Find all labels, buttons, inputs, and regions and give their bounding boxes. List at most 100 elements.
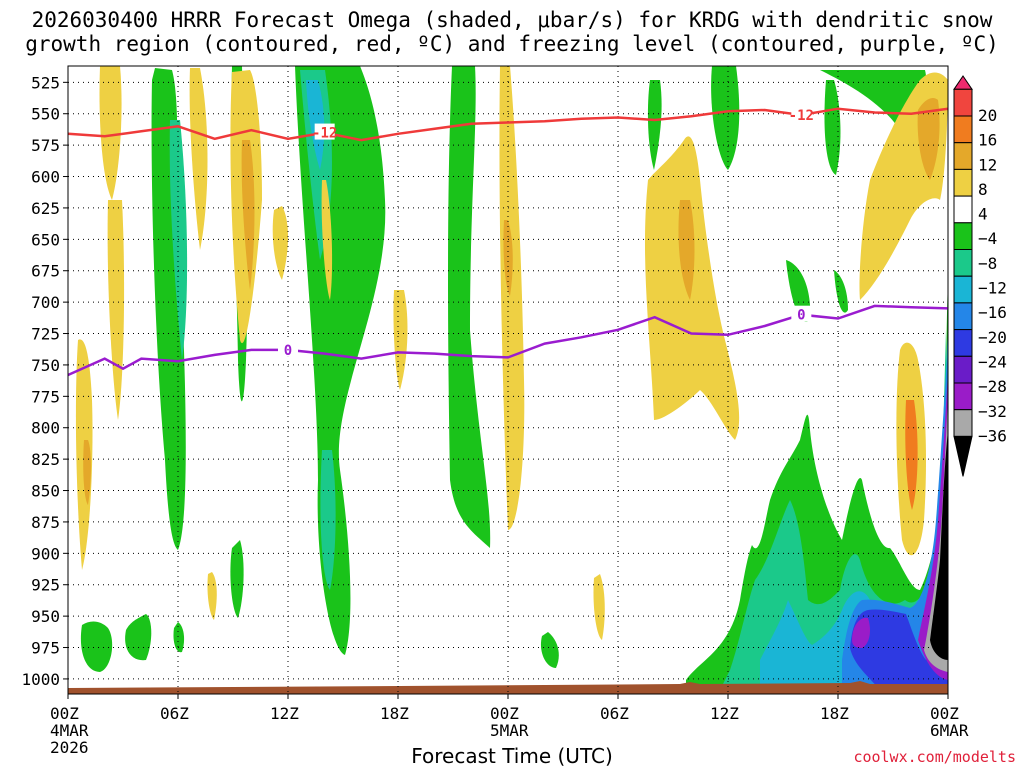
colorbar-label: −20 bbox=[978, 328, 1007, 347]
omega-sinking-column bbox=[207, 572, 217, 620]
x-tick-label: 00Z bbox=[930, 704, 959, 723]
colorbar-swatch bbox=[953, 142, 973, 170]
y-tick-label: 600 bbox=[31, 168, 60, 187]
x-tick-label: 12Z bbox=[710, 704, 739, 723]
colorbar-swatch bbox=[953, 168, 973, 197]
colorbar-swatch bbox=[953, 382, 973, 411]
colorbar-swatch bbox=[953, 302, 973, 331]
y-tick-label: 525 bbox=[31, 73, 60, 92]
colorbar-label: 20 bbox=[978, 106, 997, 125]
omega-sinking-column bbox=[83, 440, 91, 505]
y-tick-label: 950 bbox=[31, 607, 60, 626]
omega-sinking-column bbox=[678, 200, 695, 300]
colorbar-swatch bbox=[953, 195, 973, 224]
colorbar-label: −16 bbox=[978, 303, 1007, 322]
colorbar-label: 4 bbox=[978, 205, 988, 224]
omega-colorbar: 20 16 12 8 4 −4 −8 −12 −16 −20 −24 −28 −32 −36 bbox=[953, 75, 1007, 477]
omega-upward-region bbox=[686, 280, 948, 690]
contour-label-bg bbox=[791, 105, 812, 122]
omega-upward-blob bbox=[173, 622, 185, 653]
y-tick-label: 800 bbox=[31, 419, 60, 438]
omega-upward-column bbox=[711, 66, 740, 170]
y-tick-label: 900 bbox=[31, 544, 60, 563]
contour-label-bg bbox=[278, 340, 298, 357]
omega-sinking-column bbox=[99, 66, 122, 200]
y-tick-label: 700 bbox=[31, 293, 60, 312]
y-tick-label: 650 bbox=[31, 230, 60, 249]
y-tick-label: 625 bbox=[31, 199, 60, 218]
omega-sinking-column bbox=[107, 200, 125, 420]
surface-terrain bbox=[68, 681, 948, 694]
y-tick-label: 850 bbox=[31, 482, 60, 501]
omega-sinking-column bbox=[241, 140, 255, 290]
grid-lines bbox=[68, 66, 948, 694]
omega-upward-blob bbox=[125, 614, 152, 661]
y-tick-label: 1000 bbox=[21, 670, 60, 689]
y-tick-label: 750 bbox=[31, 356, 60, 375]
omega-upward-region bbox=[720, 330, 948, 690]
pressure-axis: 525 550 575 600 625 650 675 700 725 750 775 800 825 8… bbox=[21, 73, 68, 689]
omega-sinking-column bbox=[503, 220, 513, 296]
colorbar-label: −32 bbox=[978, 402, 1007, 421]
colorbar-label: −8 bbox=[978, 254, 997, 273]
colorbar-label: −12 bbox=[978, 279, 1007, 298]
contour-label: 0 bbox=[797, 308, 805, 324]
colorbar-swatch bbox=[953, 88, 973, 117]
omega-upward-blob bbox=[540, 632, 559, 668]
omega-upward-column bbox=[448, 66, 491, 548]
chart-title-line2: growth region (contoured, red, ºC) and f… bbox=[25, 32, 999, 56]
omega-upward-blob bbox=[80, 621, 113, 672]
contour-lines: -12 -12 0 0 bbox=[67, 105, 949, 377]
omega-shading bbox=[68, 66, 948, 694]
colorbar-label: 8 bbox=[978, 180, 988, 199]
x-tick-label: 12Z bbox=[270, 704, 299, 723]
contour-label: -12 bbox=[789, 108, 814, 124]
credit-text: coolwx.com/modelts bbox=[853, 748, 1016, 766]
omega-sinking-column bbox=[499, 66, 525, 530]
omega-sinking-column bbox=[393, 290, 408, 390]
colorbar-swatch bbox=[953, 249, 973, 277]
colorbar-label: −24 bbox=[978, 352, 1007, 371]
colorbar-swatch bbox=[953, 275, 973, 304]
contour-label-bg bbox=[314, 123, 335, 140]
omega-upward-core bbox=[930, 430, 948, 660]
omega-upward-column bbox=[320, 450, 336, 590]
x-tick-date: 6MAR bbox=[930, 721, 969, 740]
x-axis-label: Forecast Time (UTC) bbox=[411, 744, 613, 768]
x-tick-date: 5MAR bbox=[490, 721, 529, 740]
omega-upward-column bbox=[834, 270, 848, 313]
y-tick-label: 975 bbox=[31, 639, 60, 658]
colorbar-swatch bbox=[953, 409, 973, 437]
chart-title: 2026030400 HRRR Forecast Omega (shaded, … bbox=[0, 8, 1024, 56]
omega-upward-column bbox=[169, 120, 188, 360]
omega-sinking-column bbox=[917, 98, 940, 180]
x-tick-label: 06Z bbox=[160, 704, 189, 723]
x-tick-label: 00Z bbox=[490, 704, 519, 723]
omega-sinking-column bbox=[593, 574, 605, 640]
x-tick-label: 06Z bbox=[600, 704, 629, 723]
omega-sinking-column bbox=[189, 68, 208, 250]
omega-upward-column bbox=[647, 80, 662, 170]
y-tick-label: 775 bbox=[31, 387, 60, 406]
colorbar-swatch bbox=[953, 329, 973, 357]
colorbar-top-triangle bbox=[953, 75, 973, 90]
colorbar-swatch bbox=[953, 222, 973, 251]
x-tick-label: 18Z bbox=[380, 704, 409, 723]
y-tick-label: 575 bbox=[31, 136, 60, 155]
x-tick-date: 4MAR bbox=[50, 721, 89, 740]
y-tick-label: 875 bbox=[31, 513, 60, 532]
x-tick-year: 2026 bbox=[50, 738, 89, 757]
y-tick-label: 550 bbox=[31, 105, 60, 124]
chart-title-line1: 2026030400 HRRR Forecast Omega (shaded, … bbox=[31, 8, 993, 32]
omega-sinking-column bbox=[272, 206, 288, 280]
x-tick-label: 00Z bbox=[50, 704, 79, 723]
omega-sinking-column bbox=[644, 136, 740, 441]
colorbar-swatch bbox=[953, 355, 973, 384]
colorbar-label: 16 bbox=[978, 131, 997, 150]
x-tick-label: 18Z bbox=[820, 704, 849, 723]
y-tick-label: 825 bbox=[31, 450, 60, 469]
colorbar-bottom-triangle bbox=[953, 435, 973, 477]
omega-upward-region bbox=[842, 350, 948, 690]
